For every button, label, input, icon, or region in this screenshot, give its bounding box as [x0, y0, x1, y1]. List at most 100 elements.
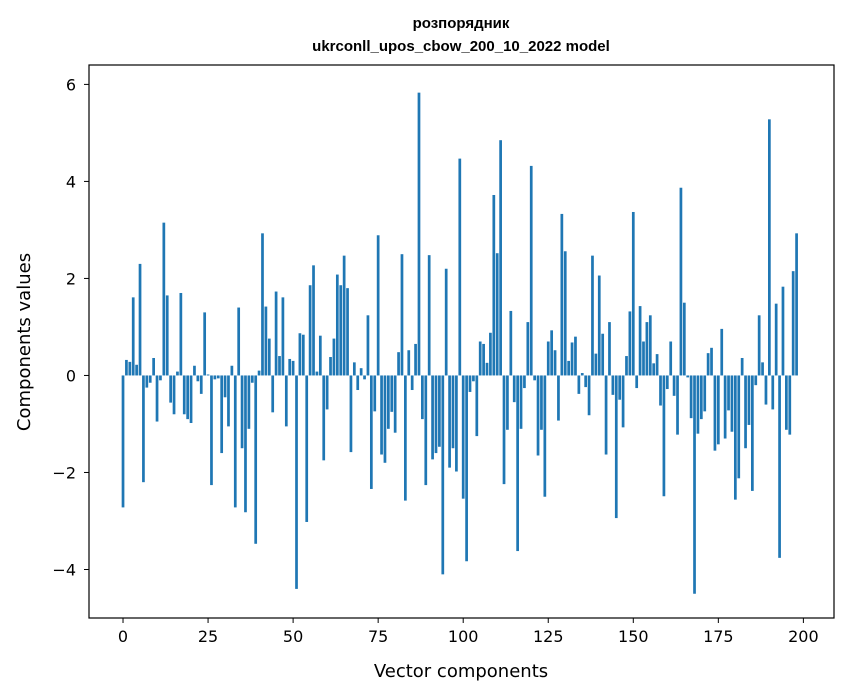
bar-component-76 [380, 375, 383, 455]
bar-component-182 [740, 357, 744, 376]
bar-component-196 [788, 375, 792, 435]
bar-component-151 [635, 375, 639, 389]
bar-component-65 [342, 255, 346, 376]
x-tick-label: 25 [198, 627, 218, 646]
bar-component-6 [142, 375, 145, 483]
bar-component-162 [672, 375, 676, 396]
bar-component-95 [444, 268, 448, 376]
y-tick-label: 2 [66, 269, 76, 288]
bar-component-188 [761, 362, 764, 376]
bar-component-22 [196, 375, 200, 382]
bar-component-90 [427, 255, 431, 376]
bar-component-120 [529, 165, 533, 376]
x-axis-label: Vector components [374, 661, 548, 682]
bar-component-106 [482, 343, 485, 376]
bar-component-93 [438, 375, 441, 447]
bar-component-10 [155, 375, 159, 422]
bar-component-139 [594, 353, 598, 376]
plot-frame [88, 64, 835, 619]
bar-component-118 [523, 375, 526, 389]
bar-component-2 [128, 361, 132, 376]
bar-component-57 [315, 371, 319, 376]
bar-component-1 [125, 359, 128, 376]
bar-component-177 [723, 375, 727, 439]
bar-component-68 [352, 362, 356, 376]
chart-title-line-1: розпорядник [413, 15, 510, 32]
bar-component-150 [631, 211, 635, 376]
bar-component-12 [162, 222, 166, 376]
bar-component-186 [754, 375, 758, 386]
bar-component-166 [686, 375, 690, 378]
bar-component-8 [148, 375, 152, 383]
bar-component-97 [451, 375, 455, 449]
bar-component-165 [682, 302, 686, 376]
bar-component-134 [577, 375, 581, 394]
bar-component-72 [366, 315, 370, 376]
bar-component-161 [669, 341, 673, 376]
bar-component-3 [131, 297, 135, 376]
bar-component-7 [145, 375, 149, 388]
bar-component-158 [659, 375, 662, 406]
y-axis-ticks: −4 −2 0 2 4 6 [52, 75, 89, 579]
bar-component-58 [318, 335, 322, 376]
bar-component-89 [424, 375, 428, 486]
bar-component-113 [506, 375, 509, 430]
bar-component-193 [778, 375, 781, 558]
bar-component-36 [244, 375, 247, 513]
bar-component-0 [121, 375, 125, 508]
y-axis-label: Components values [14, 253, 35, 431]
bar-component-38 [250, 375, 254, 383]
bar-component-63 [335, 274, 339, 376]
chart-title-line-2: ukrconll_upos_cbow_200_10_2022 model [312, 38, 610, 55]
bar-component-104 [475, 375, 479, 437]
x-tick-label: 100 [448, 627, 479, 646]
bar-component-154 [645, 322, 649, 376]
bar-component-54 [305, 375, 309, 522]
bar-component-174 [713, 375, 717, 451]
bar-component-109 [492, 195, 496, 376]
bar-component-126 [550, 330, 554, 376]
bar-component-142 [604, 375, 608, 455]
bar-component-179 [730, 375, 734, 432]
bar-component-176 [720, 328, 724, 376]
bar-component-26 [210, 375, 213, 486]
bar-component-27 [213, 375, 217, 380]
bar-component-143 [608, 322, 611, 376]
bar-component-75 [376, 235, 380, 376]
bar-component-170 [699, 375, 703, 420]
bar-component-100 [461, 375, 465, 499]
bar-component-191 [771, 375, 775, 410]
bar-component-173 [710, 347, 713, 376]
bar-component-172 [706, 353, 710, 376]
bar-component-46 [278, 356, 281, 376]
bar-component-31 [227, 375, 230, 427]
bar-component-160 [665, 375, 669, 390]
bar-component-117 [519, 375, 523, 429]
bar-component-159 [662, 375, 666, 497]
bar-component-98 [455, 375, 458, 472]
bar-component-116 [516, 375, 519, 552]
bar-component-112 [502, 375, 506, 485]
bar-component-35 [240, 375, 244, 449]
bar-component-198 [795, 233, 798, 376]
bar-component-153 [642, 341, 645, 376]
bar-component-91 [431, 375, 434, 460]
bar-component-194 [781, 286, 785, 376]
bar-component-44 [271, 375, 275, 413]
bar-component-132 [570, 342, 574, 376]
bar-component-145 [614, 375, 618, 519]
bar-component-130 [563, 251, 567, 376]
bar-component-96 [448, 375, 451, 468]
bar-component-125 [546, 341, 550, 376]
bar-component-121 [533, 375, 536, 381]
bar-component-77 [383, 375, 387, 463]
bar-component-128 [557, 375, 560, 421]
x-tick-label: 75 [368, 627, 388, 646]
bar-component-56 [312, 265, 315, 376]
bar-component-13 [165, 295, 169, 376]
bar-component-52 [298, 333, 302, 376]
bar-component-67 [349, 375, 353, 453]
bar-component-127 [553, 350, 557, 376]
bar-component-19 [186, 375, 190, 420]
bar-component-74 [373, 375, 377, 412]
